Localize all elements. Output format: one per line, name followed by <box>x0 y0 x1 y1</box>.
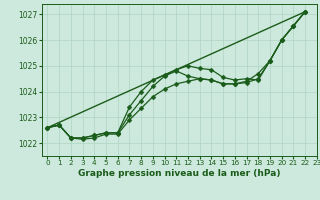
X-axis label: Graphe pression niveau de la mer (hPa): Graphe pression niveau de la mer (hPa) <box>78 169 280 178</box>
